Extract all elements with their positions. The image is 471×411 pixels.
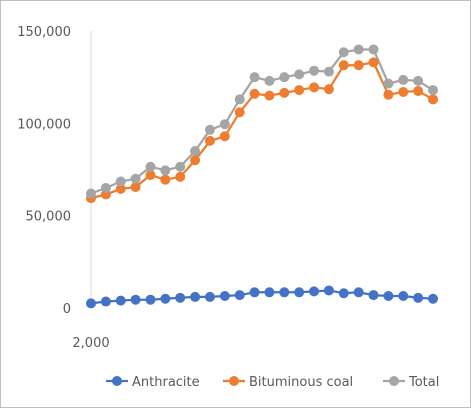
data-point-total	[145, 161, 156, 172]
data-point-anthracite	[279, 287, 290, 298]
data-point-bituminous-coal	[219, 131, 230, 142]
data-point-bituminous-coal	[249, 88, 260, 99]
series-line-bituminous-coal	[90, 61, 434, 200]
data-point-anthracite	[338, 288, 349, 299]
data-point-total	[353, 44, 364, 55]
data-point-total	[413, 75, 424, 86]
data-point-bituminous-coal	[353, 60, 364, 71]
data-point-anthracite	[353, 287, 364, 298]
series-line-total	[90, 48, 434, 195]
data-point-bituminous-coal	[279, 87, 290, 98]
data-point-bituminous-coal	[413, 86, 424, 97]
data-point-bituminous-coal	[368, 57, 379, 68]
legend: Anthracite Bituminous coal Total	[106, 375, 439, 390]
data-point-total	[383, 78, 394, 89]
data-point-anthracite	[413, 292, 424, 303]
data-point-bituminous-coal	[398, 86, 409, 97]
series-line-anthracite	[90, 289, 434, 305]
legend-item-total: Total	[383, 375, 439, 390]
data-point-anthracite	[249, 287, 260, 298]
legend-label-anthracite: Anthracite	[132, 375, 200, 390]
data-point-bituminous-coal	[145, 170, 156, 181]
data-point-total	[175, 161, 186, 172]
data-point-total	[428, 85, 438, 96]
data-point-bituminous-coal	[190, 155, 201, 166]
data-point-bituminous-coal	[130, 182, 141, 193]
legend-item-bituminous-coal: Bituminous coal	[223, 375, 353, 390]
data-point-anthracite	[383, 290, 394, 301]
data-point-anthracite	[100, 296, 111, 307]
data-point-total	[130, 173, 141, 184]
legend-item-anthracite: Anthracite	[106, 375, 200, 390]
data-point-bituminous-coal	[115, 183, 126, 194]
data-point-total	[323, 66, 334, 77]
legend-marker-total	[389, 376, 399, 386]
data-point-total	[249, 72, 260, 83]
data-point-anthracite	[160, 293, 171, 304]
data-point-bituminous-coal	[175, 171, 186, 182]
data-point-bituminous-coal	[160, 174, 171, 185]
data-point-total	[338, 47, 349, 58]
axes: 0 50,000 100,000 150,000 2,000	[17, 25, 109, 351]
data-point-anthracite	[294, 287, 305, 298]
legend-label-total: Total	[408, 375, 439, 390]
data-point-total	[294, 69, 305, 80]
data-point-total	[368, 44, 379, 55]
y-tick-label: 150,000	[17, 25, 71, 40]
y-tick-label: 100,000	[17, 117, 71, 132]
data-point-bituminous-coal	[338, 60, 349, 71]
x-tick-label: 2,000	[72, 336, 109, 351]
data-point-anthracite	[368, 290, 379, 301]
data-point-total	[190, 146, 201, 157]
series-points	[86, 44, 438, 309]
data-point-bituminous-coal	[383, 89, 394, 100]
data-point-anthracite	[323, 285, 334, 296]
y-tick-label: 50,000	[26, 210, 72, 225]
data-point-anthracite	[234, 290, 245, 301]
data-point-anthracite	[264, 287, 275, 298]
series-lines	[90, 48, 434, 305]
data-point-total	[264, 75, 275, 86]
data-point-anthracite	[219, 290, 230, 301]
data-point-anthracite	[428, 293, 438, 304]
data-point-bituminous-coal	[234, 107, 245, 118]
data-point-total	[160, 165, 171, 176]
data-point-total	[309, 65, 320, 76]
data-point-anthracite	[115, 295, 126, 306]
data-point-total	[204, 124, 215, 135]
data-point-anthracite	[190, 291, 201, 302]
y-tick-label: 0	[63, 302, 71, 317]
data-point-anthracite	[398, 290, 409, 301]
data-point-total	[219, 119, 230, 130]
data-point-anthracite	[175, 292, 186, 303]
data-point-bituminous-coal	[323, 84, 334, 95]
data-point-bituminous-coal	[309, 82, 320, 93]
data-point-anthracite	[86, 298, 96, 309]
data-point-bituminous-coal	[264, 90, 275, 101]
legend-marker-bituminous-coal	[229, 376, 239, 386]
data-point-total	[115, 176, 126, 187]
data-point-total	[398, 74, 409, 85]
data-point-anthracite	[204, 291, 215, 302]
data-point-total	[86, 188, 96, 199]
data-point-anthracite	[309, 286, 320, 297]
data-point-total	[100, 182, 111, 193]
data-point-bituminous-coal	[294, 85, 305, 96]
data-point-total	[279, 72, 290, 83]
data-point-anthracite	[130, 294, 141, 305]
data-point-bituminous-coal	[204, 135, 215, 146]
data-point-anthracite	[145, 294, 156, 305]
legend-label-bituminous-coal: Bituminous coal	[249, 375, 353, 390]
legend-marker-anthracite	[112, 376, 122, 386]
data-point-total	[234, 94, 245, 105]
data-point-bituminous-coal	[428, 94, 438, 105]
